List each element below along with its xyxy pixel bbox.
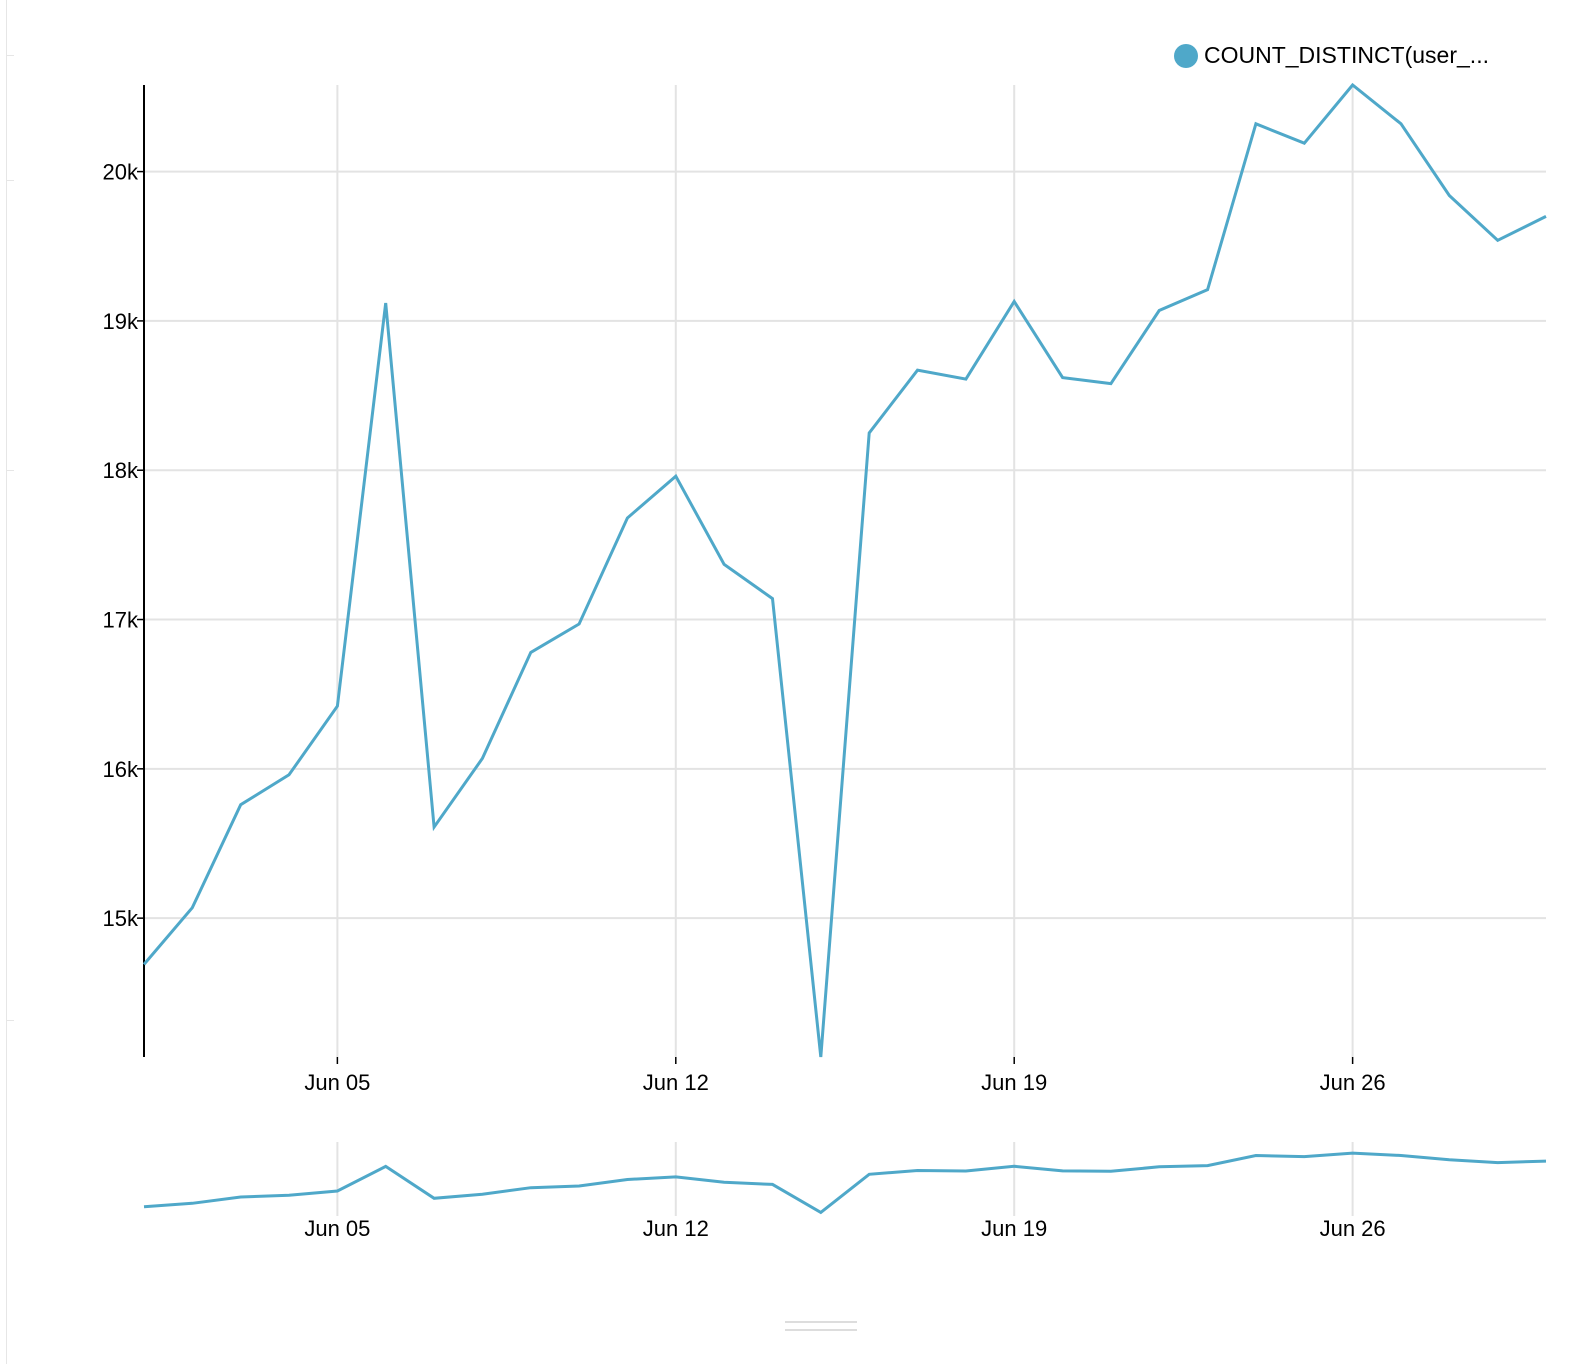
legend-series-label: COUNT_DISTINCT(user_...: [1204, 42, 1489, 68]
x-tick-label: Jun 12: [643, 1070, 709, 1095]
data-point: [479, 755, 485, 761]
overview-series-line: [143, 1151, 1547, 1215]
overview-x-tick-label: Jun 12: [643, 1216, 709, 1241]
data-point: [1253, 121, 1259, 127]
data-point: [431, 824, 437, 830]
y-tick-label: 17k: [103, 608, 139, 633]
data-point: [238, 802, 244, 808]
left-panel-tick: [6, 180, 14, 181]
data-point: [383, 300, 389, 306]
data-point: [1301, 140, 1307, 146]
data-point: [1205, 287, 1211, 293]
data-point: [1350, 82, 1356, 88]
x-tick-label: Jun 05: [304, 1070, 370, 1095]
series-line: [142, 82, 1547, 1058]
overview-x-tick-label: Jun 26: [1320, 1216, 1386, 1241]
data-point: [624, 515, 630, 521]
y-tick-label: 20k: [103, 160, 139, 185]
data-point: [141, 961, 147, 967]
data-point: [1156, 307, 1162, 313]
data-point: [334, 703, 340, 709]
left-panel-tick: [6, 55, 14, 56]
data-point: [189, 905, 195, 911]
y-tick-label: 19k: [103, 309, 139, 334]
data-point: [866, 430, 872, 436]
x-tick-label: Jun 26: [1320, 1070, 1386, 1095]
overview-x-tick-label: Jun 05: [304, 1216, 370, 1241]
drag-handle[interactable]: [785, 1329, 857, 1331]
data-point: [1011, 298, 1017, 304]
data-point: [721, 561, 727, 567]
legend-series-dot: [1174, 43, 1198, 68]
y-tick-label: 18k: [103, 458, 139, 483]
data-point: [1543, 213, 1549, 219]
left-panel-tick: [6, 1020, 14, 1021]
data-point: [1446, 192, 1452, 198]
data-point: [286, 772, 292, 778]
data-point: [963, 376, 969, 382]
y-tick-label: 16k: [103, 757, 139, 782]
data-point: [576, 621, 582, 627]
data-point: [915, 367, 921, 373]
x-tick-label: Jun 19: [981, 1070, 1047, 1095]
left-panel-tick: [6, 470, 14, 471]
drag-handle[interactable]: [785, 1321, 857, 1323]
overview-x-tick-label: Jun 19: [981, 1216, 1047, 1241]
left-panel-border: [6, 0, 14, 1364]
data-point: [528, 649, 534, 655]
legend[interactable]: COUNT_DISTINCT(user_...: [1174, 42, 1489, 69]
data-point: [1108, 381, 1114, 387]
data-point: [818, 1054, 824, 1060]
data-point: [1495, 237, 1501, 243]
data-point: [1398, 121, 1404, 127]
y-tick-label: 15k: [103, 906, 139, 931]
data-point: [769, 596, 775, 602]
data-point: [673, 473, 679, 479]
data-point: [1060, 375, 1066, 381]
